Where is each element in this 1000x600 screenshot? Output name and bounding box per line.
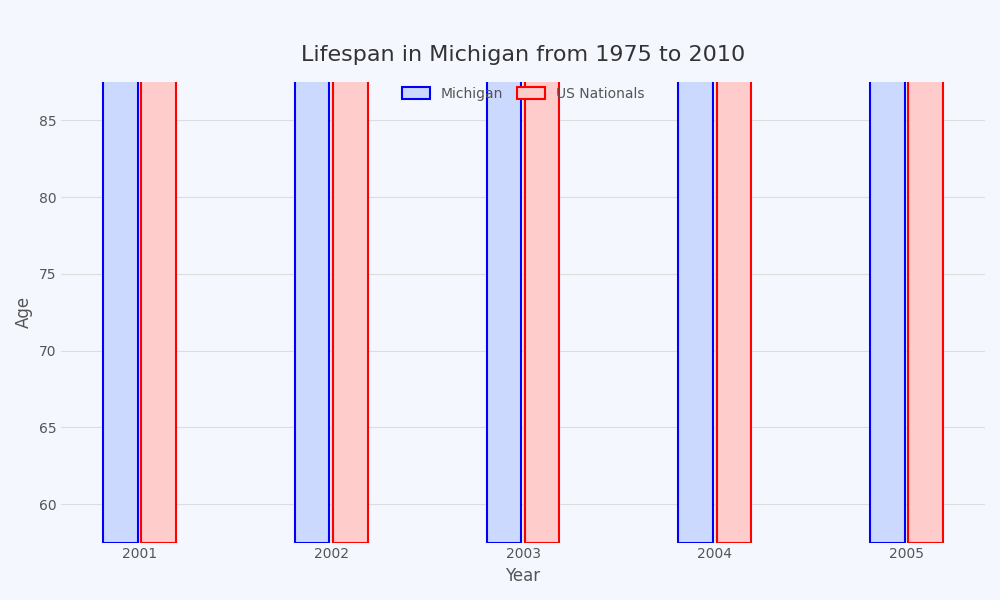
Bar <box>103 0 138 542</box>
Bar <box>525 0 559 542</box>
Title: Lifespan in Michigan from 1975 to 2010: Lifespan in Michigan from 1975 to 2010 <box>301 45 745 65</box>
X-axis label: Year: Year <box>505 567 541 585</box>
Bar <box>870 0 905 542</box>
Bar <box>908 0 943 542</box>
Bar <box>487 0 521 542</box>
Bar <box>333 0 368 542</box>
Bar <box>717 0 751 542</box>
Y-axis label: Age: Age <box>15 296 33 328</box>
Bar <box>141 0 176 542</box>
Legend: Michigan, US Nationals: Michigan, US Nationals <box>395 80 651 107</box>
Bar <box>295 0 329 542</box>
Bar <box>678 0 713 542</box>
